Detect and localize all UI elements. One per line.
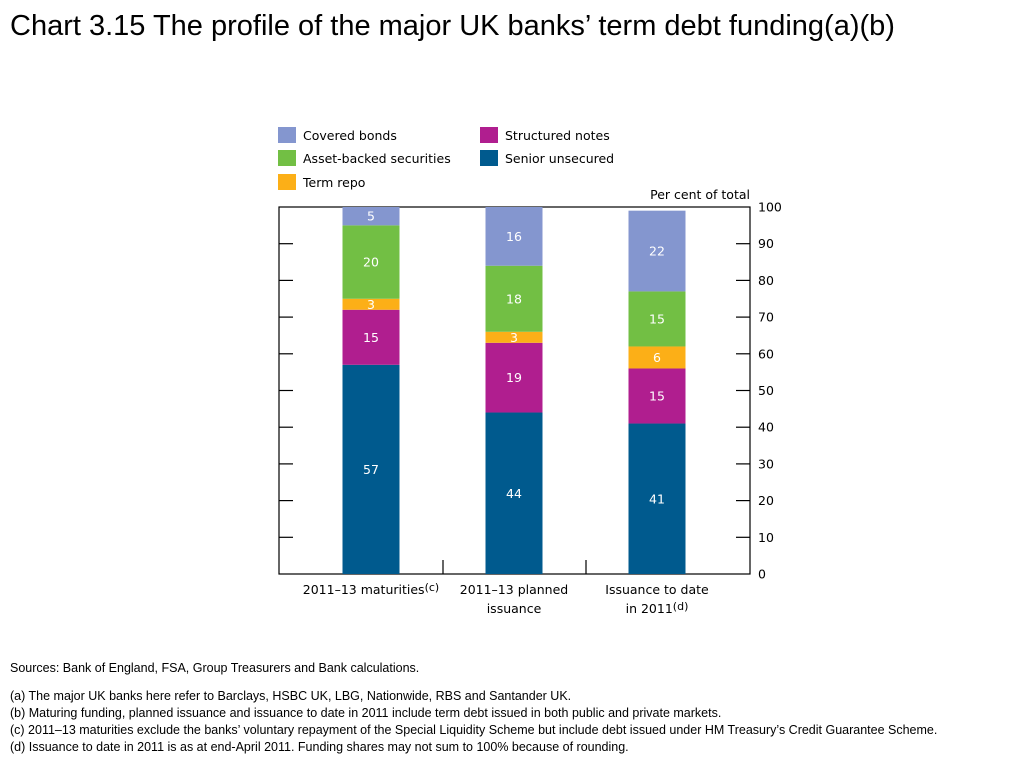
y-tick-label-40: 40 xyxy=(758,420,774,435)
data-label-asset-backed-securities-3: 15 xyxy=(649,311,665,326)
y-tick-label-70: 70 xyxy=(758,310,774,325)
y-axis-ticks: 0 10 20 30 40 50 60 70 80 90 100 xyxy=(279,200,782,582)
bar-term-repo-1 xyxy=(342,298,400,310)
data-label-structured-notes-2: 19 xyxy=(506,370,522,385)
footnote-c: (c) 2011–13 maturities exclude the banks… xyxy=(10,723,938,737)
data-label-covered-bonds-3: 22 xyxy=(649,244,665,259)
data-label-senior-unsecured-2: 44 xyxy=(506,486,522,501)
bar-covered-bonds-2 xyxy=(485,207,543,266)
data-label-term-repo-1: 3 xyxy=(367,297,375,312)
footnote-b: (b) Maturing funding, planned issuance a… xyxy=(10,706,722,720)
bar-structured-notes-1 xyxy=(342,309,400,365)
bar-structured-notes-3 xyxy=(628,368,686,424)
x-tick-label-1: 2011–13 maturities(c) xyxy=(303,581,439,597)
data-label-term-repo-3: 6 xyxy=(653,350,661,365)
footnote-d: (d) Issuance to date in 2011 is as at en… xyxy=(10,740,629,754)
y-tick-label-50: 50 xyxy=(758,383,774,398)
bar-structured-notes-2 xyxy=(485,342,543,413)
sources-note: Sources: Bank of England, FSA, Group Tre… xyxy=(10,661,420,675)
y-tick-label-100: 100 xyxy=(758,200,782,215)
y-tick-label-10: 10 xyxy=(758,530,774,545)
y-tick-label-20: 20 xyxy=(758,493,774,508)
data-label-asset-backed-securities-2: 18 xyxy=(506,291,522,306)
x-axis-labels: 2011–13 maturities(c) 2011–13 planned issu… xyxy=(303,581,709,616)
data-label-asset-backed-securities-1: 20 xyxy=(363,255,379,270)
legend-swatch-covered-bonds xyxy=(278,127,296,143)
legend-swatch-structured-notes xyxy=(480,127,498,143)
bar-asset-backed-securities-1 xyxy=(342,225,400,299)
legend-swatch-asset-backed-securities xyxy=(278,150,296,166)
data-label-structured-notes-3: 15 xyxy=(649,389,665,404)
bar-term-repo-3 xyxy=(628,346,686,369)
y-tick-label-0: 0 xyxy=(758,567,766,582)
bar-term-repo-2 xyxy=(485,331,543,343)
y-tick-label-60: 60 xyxy=(758,346,774,361)
y-tick-label-90: 90 xyxy=(758,236,774,251)
y-tick-label-30: 30 xyxy=(758,456,774,471)
data-label-covered-bonds-1: 5 xyxy=(367,209,375,224)
bar-senior-unsecured-1 xyxy=(342,364,400,574)
legend-swatch-senior-unsecured xyxy=(480,150,498,166)
data-label-term-repo-2: 3 xyxy=(510,330,518,345)
bar-senior-unsecured-2 xyxy=(485,412,543,574)
legend-label-term-repo: Term repo xyxy=(302,175,365,190)
bar-covered-bonds-1 xyxy=(342,207,400,226)
legend-label-structured-notes: Structured notes xyxy=(505,128,610,143)
chart-legend: Covered bonds Structured notes Asset-backe… xyxy=(278,127,614,190)
bar-stacks: 57 15 3 20 5 44 19 3 18 16 41 15 6 15 22 xyxy=(342,207,686,574)
data-label-senior-unsecured-3: 41 xyxy=(649,491,665,506)
data-label-structured-notes-1: 15 xyxy=(363,330,379,345)
x-tick-label-2: 2011–13 planned issuance xyxy=(460,582,568,616)
stacked-bar-chart: Covered bonds Structured notes Asset-backe… xyxy=(278,127,782,616)
y-tick-label-80: 80 xyxy=(758,273,774,288)
bar-asset-backed-securities-3 xyxy=(628,291,686,347)
chart-title: Chart 3.15 The profile of the major UK b… xyxy=(10,10,895,42)
bar-asset-backed-securities-2 xyxy=(485,265,543,332)
data-label-covered-bonds-2: 16 xyxy=(506,229,522,244)
bar-senior-unsecured-3 xyxy=(628,423,686,574)
legend-swatch-term-repo xyxy=(278,174,296,190)
legend-label-asset-backed-securities: Asset-backed securities xyxy=(303,151,451,166)
legend-label-covered-bonds: Covered bonds xyxy=(303,128,397,143)
y-axis-unit-label: Per cent of total xyxy=(650,187,750,202)
footnote-a: (a) The major UK banks here refer to Bar… xyxy=(10,689,572,703)
data-label-senior-unsecured-1: 57 xyxy=(363,462,379,477)
bar-covered-bonds-3 xyxy=(628,210,686,292)
legend-label-senior-unsecured: Senior unsecured xyxy=(505,151,614,166)
x-tick-label-3: Issuance to date in 2011(d) xyxy=(605,582,709,616)
chart-footnotes: Sources: Bank of England, FSA, Group Tre… xyxy=(10,660,1020,756)
